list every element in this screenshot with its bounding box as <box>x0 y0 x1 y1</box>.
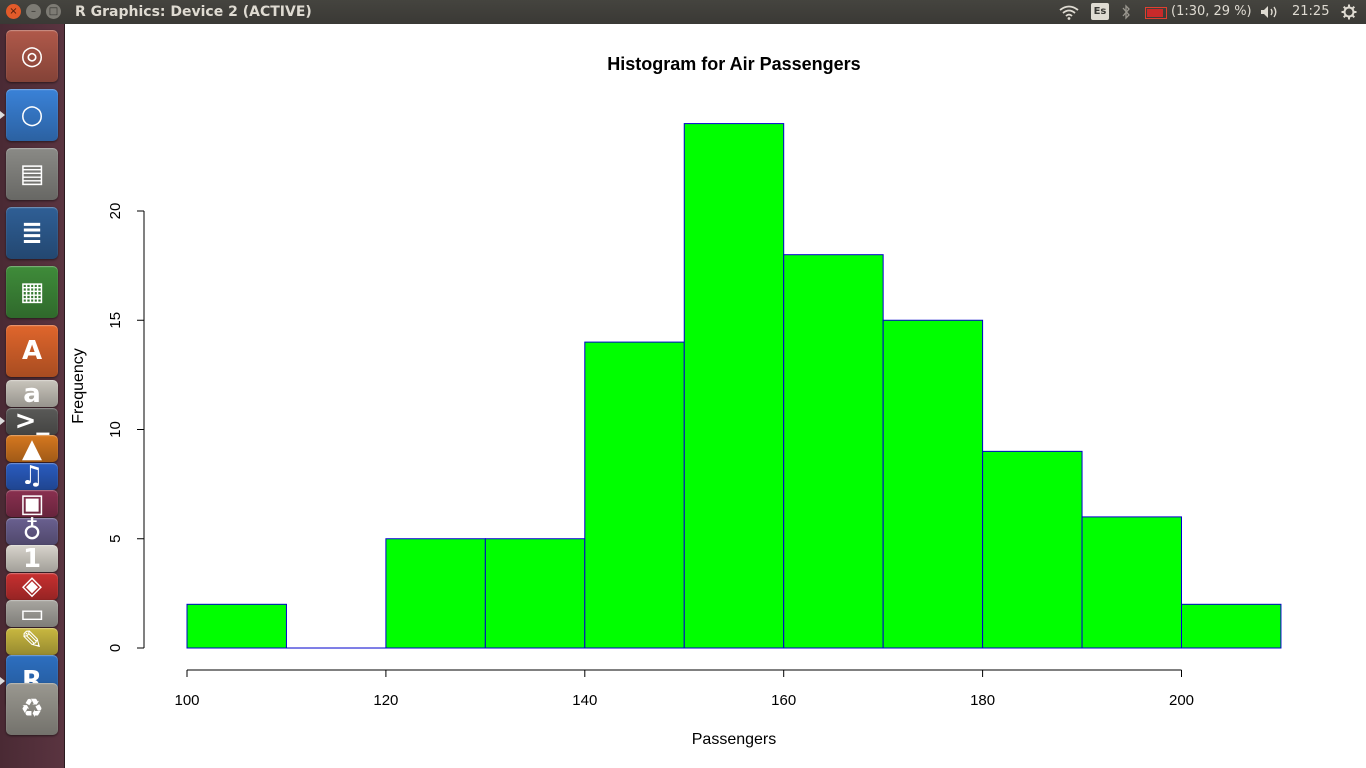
x-tick-label: 160 <box>771 692 796 709</box>
x-tick-label: 120 <box>373 692 398 709</box>
launcher-stethoscope[interactable]: ♁ <box>6 516 58 546</box>
chromium-icon: ○ <box>20 100 44 130</box>
x-tick-label: 200 <box>1169 692 1194 709</box>
launcher-vlc[interactable]: ▲ <box>6 433 58 464</box>
pdf-icon: ◈ <box>22 571 42 601</box>
ubuntu-dash-icon: ◎ <box>20 41 44 71</box>
launcher-files[interactable]: ▤ <box>6 148 58 200</box>
launcher-calendar[interactable]: 1 <box>6 543 58 574</box>
audacity-icon: ♫ <box>20 461 44 491</box>
volume-icon[interactable] <box>1260 5 1280 19</box>
software-center-icon: A <box>21 336 43 366</box>
clock[interactable]: 21:25 <box>1292 4 1330 19</box>
launcher-software-center[interactable]: A <box>6 325 58 377</box>
trash-icon: ♻ <box>20 693 44 724</box>
launcher-notes[interactable]: ✎ <box>6 626 58 656</box>
x-axis-label: Passengers <box>692 731 777 748</box>
session-gear-icon[interactable] <box>1341 4 1357 20</box>
files-icon: ▤ <box>19 159 45 189</box>
y-tick-label: 0 <box>107 644 124 652</box>
amazon-icon: a <box>23 378 41 409</box>
histogram-bar <box>1081 516 1182 649</box>
battery-status[interactable]: (1:30, 29 %) <box>1171 4 1252 19</box>
running-indicator <box>0 111 5 119</box>
y-axis: 0 5 10 15 20 <box>107 203 145 652</box>
x-axis: 100 120 140 160 180 200 <box>174 669 1194 709</box>
battery-icon[interactable] <box>1145 7 1167 19</box>
launcher-scanner[interactable]: ▭ <box>6 598 58 629</box>
histogram-bar <box>484 538 586 649</box>
histogram-bar <box>385 538 486 649</box>
y-tick-label: 5 <box>107 535 124 543</box>
launcher-audacity[interactable]: ♫ <box>6 461 58 491</box>
histogram-bar <box>683 123 785 649</box>
x-tick-label: 180 <box>970 692 995 709</box>
histogram-plot: Histogram for Air Passengers Passengers … <box>70 54 1282 748</box>
running-indicator <box>0 677 5 685</box>
close-button[interactable]: × <box>6 4 21 19</box>
chart-title: Histogram for Air Passengers <box>607 54 860 74</box>
histogram-bar <box>1181 603 1282 649</box>
bluetooth-icon[interactable] <box>1121 4 1131 20</box>
x-tick-label: 100 <box>174 692 199 709</box>
launcher-remmina[interactable]: ▣ <box>6 488 58 519</box>
scanner-icon: ▭ <box>19 598 45 629</box>
launcher-amazon[interactable]: a <box>6 378 58 409</box>
notes-icon: ✎ <box>21 626 43 656</box>
remmina-icon: ▣ <box>19 488 45 519</box>
calc-icon: ▦ <box>19 277 45 307</box>
launcher-calc[interactable]: ▦ <box>6 266 58 318</box>
calendar-icon: 1 <box>22 543 42 574</box>
wifi-icon[interactable] <box>1059 5 1079 20</box>
maximize-icon: □ <box>48 6 59 17</box>
launcher-trash[interactable]: ♻ <box>6 682 58 735</box>
vlc-icon: ▲ <box>22 433 42 464</box>
launcher-pdf[interactable]: ◈ <box>6 571 58 601</box>
writer-icon: ≣ <box>21 218 43 248</box>
window-title: R Graphics: Device 2 (ACTIVE) <box>75 4 312 20</box>
top-panel: × – □ R Graphics: Device 2 (ACTIVE) Es (… <box>0 0 1366 24</box>
terminal-icon: >_ <box>14 406 50 436</box>
launcher-chromium[interactable]: ○ <box>6 89 58 141</box>
minimize-icon: – <box>31 6 36 17</box>
histogram-bar <box>982 450 1083 649</box>
maximize-button[interactable]: □ <box>46 4 61 19</box>
histogram-bar <box>783 254 884 649</box>
y-tick-label: 15 <box>107 312 124 329</box>
running-indicator <box>0 416 5 425</box>
close-icon: × <box>9 6 18 17</box>
histogram-bar <box>882 319 984 649</box>
stethoscope-icon: ♁ <box>22 516 42 546</box>
histogram-bar <box>584 341 685 649</box>
y-tick-label: 20 <box>107 203 124 220</box>
launcher-ubuntu-dash[interactable]: ◎ <box>6 30 58 82</box>
y-axis-label: Frequency <box>70 348 87 424</box>
histogram-bar <box>186 603 287 649</box>
y-tick-label: 10 <box>107 421 124 438</box>
launcher-terminal[interactable]: >_ <box>6 406 58 436</box>
keyboard-layout-indicator[interactable]: Es <box>1091 3 1109 20</box>
minimize-button[interactable]: – <box>26 4 41 19</box>
x-tick-label: 140 <box>572 692 597 709</box>
launcher-writer[interactable]: ≣ <box>6 207 58 259</box>
